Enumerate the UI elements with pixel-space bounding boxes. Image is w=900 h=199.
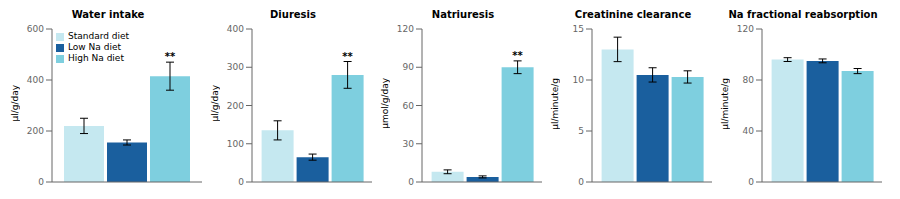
svg-text:60: 60 (403, 101, 415, 111)
svg-text:0: 0 (38, 177, 44, 186)
svg-text:100: 100 (227, 139, 244, 149)
svg-text:90: 90 (403, 62, 415, 72)
html-text:µmol/g/day: µmol/g/day (380, 78, 390, 129)
html-text:Low Na diet: Low Na diet (68, 42, 121, 52)
svg-text:600: 600 (27, 24, 44, 34)
svg-text:120: 120 (737, 24, 754, 34)
svg-text:80: 80 (743, 75, 755, 85)
html-text:Diuresis: Diuresis (270, 9, 316, 20)
html-text:Na fractional reabsorption: Na fractional reabsorption (728, 9, 878, 20)
svg-text:30: 30 (403, 139, 415, 149)
svg-text:120: 120 (397, 24, 414, 34)
svg-text:15: 15 (573, 24, 584, 34)
html-text:Natriuresis: Natriuresis (431, 9, 495, 20)
html-text:High Na diet: High Na diet (68, 53, 124, 63)
svg-text:**: ** (165, 51, 176, 62)
html-text:Creatinine clearance: Creatinine clearance (574, 9, 692, 20)
html-text:µl/g/day: µl/g/day (210, 85, 220, 122)
html-text:µl/minute/g: µl/minute/g (550, 77, 560, 130)
svg-text:40: 40 (743, 126, 755, 136)
svg-text:0: 0 (748, 177, 754, 186)
svg-text:5: 5 (578, 126, 584, 136)
svg-text:300: 300 (227, 62, 244, 72)
svg-text:0: 0 (238, 177, 244, 186)
html-text:Water intake: Water intake (71, 9, 145, 20)
svg-text:200: 200 (227, 101, 244, 111)
html-text:Standard diet: Standard diet (68, 31, 130, 41)
svg-text:**: ** (512, 50, 523, 61)
svg-text:10: 10 (573, 75, 585, 85)
svg-text:400: 400 (27, 75, 44, 85)
html-text:µl/g/day: µl/g/day (10, 85, 20, 122)
svg-text:**: ** (342, 51, 353, 62)
svg-text:200: 200 (27, 126, 44, 136)
svg-text:0: 0 (578, 177, 584, 186)
html-text:µl/minute/g: µl/minute/g (720, 77, 730, 130)
svg-text:400: 400 (227, 24, 244, 34)
svg-text:0: 0 (408, 177, 414, 186)
